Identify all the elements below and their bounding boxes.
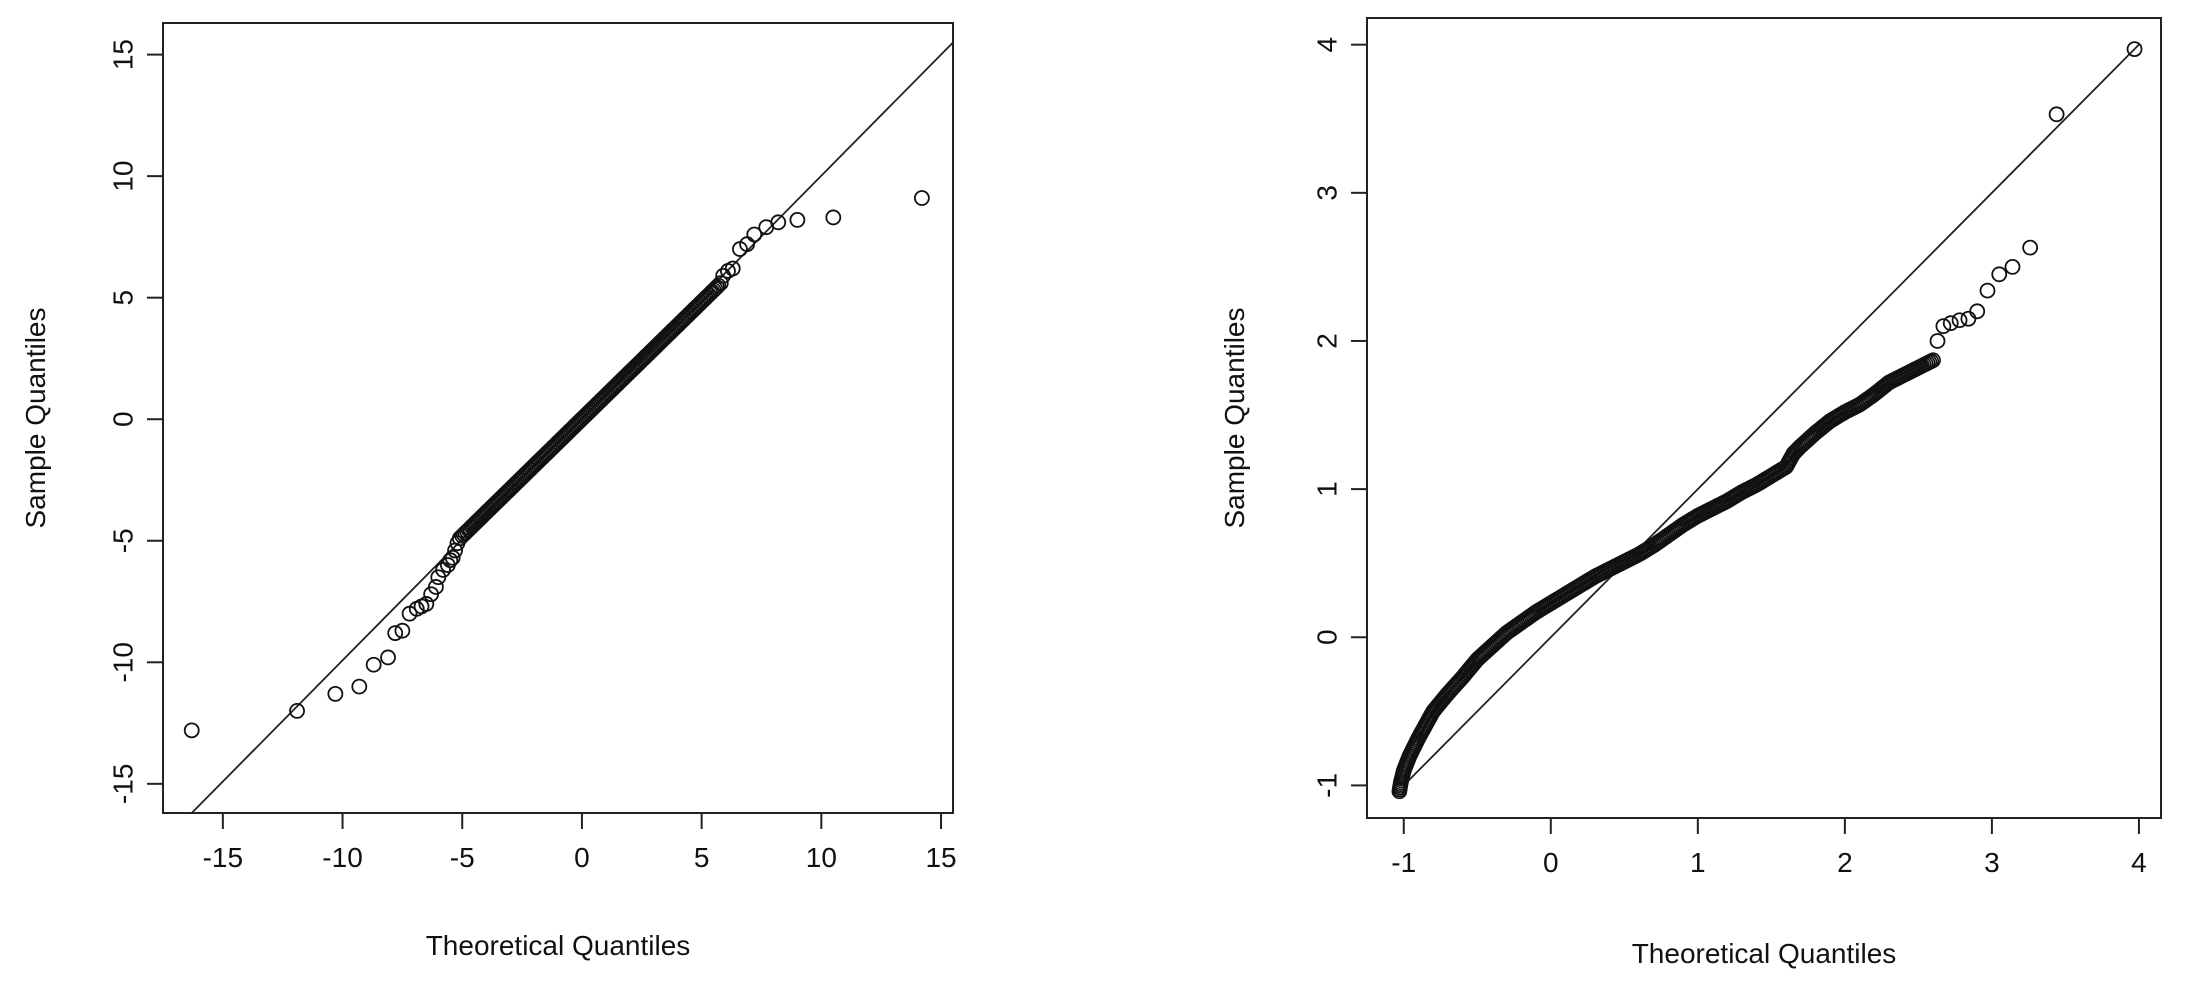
data-point bbox=[418, 596, 435, 612]
y-tick-label: 0 bbox=[108, 411, 139, 427]
left-y-ticks: -15 -10 -5 0 5 10 15 bbox=[108, 39, 163, 804]
y-tick-label: 2 bbox=[1312, 333, 1343, 349]
data-point bbox=[825, 209, 842, 226]
right-x-axis-label: Theoretical Quantiles bbox=[1632, 938, 1897, 969]
x-tick-label: 3 bbox=[1984, 847, 2000, 878]
y-tick-label: -1 bbox=[1312, 773, 1343, 798]
data-point bbox=[327, 685, 344, 702]
y-tick-label: 1 bbox=[1312, 481, 1343, 497]
data-point bbox=[380, 649, 396, 666]
y-tick-label: -10 bbox=[108, 642, 139, 682]
right-qq-plot: -1 0 1 2 3 4 -1 0 1 2 3 4 Theoretical Quantiles Sa… bbox=[1219, 17, 2162, 969]
x-tick-label: 0 bbox=[1543, 847, 1559, 878]
data-point bbox=[2126, 41, 2143, 58]
data-point bbox=[710, 277, 727, 294]
y-tick-label: 15 bbox=[108, 39, 139, 70]
data-point bbox=[789, 211, 806, 228]
left-plot-frame bbox=[162, 22, 954, 814]
y-tick-label: 10 bbox=[108, 161, 139, 192]
x-tick-label: 15 bbox=[925, 842, 956, 873]
data-point bbox=[712, 275, 729, 291]
x-tick-label: -5 bbox=[450, 842, 475, 873]
x-tick-label: 4 bbox=[2131, 847, 2147, 878]
data-point bbox=[1960, 310, 1977, 327]
data-point bbox=[1942, 315, 1959, 332]
right-data-points bbox=[1391, 41, 2143, 800]
data-point bbox=[724, 260, 741, 277]
y-tick-label: 4 bbox=[1312, 37, 1343, 53]
data-point bbox=[442, 552, 459, 569]
right-y-ticks: -1 0 1 2 3 4 bbox=[1312, 37, 1367, 798]
data-point bbox=[1979, 282, 1996, 299]
x-tick-label: 10 bbox=[806, 842, 837, 873]
left-qq-plot: -15 -10 -5 0 5 10 15 -15 -10 -5 0 5 10 15 Theoretica… bbox=[20, 22, 957, 961]
y-tick-label: 0 bbox=[1312, 629, 1343, 645]
left-y-axis-label: Sample Quantiles bbox=[20, 307, 51, 528]
data-point bbox=[394, 622, 411, 639]
y-tick-label: -5 bbox=[108, 528, 139, 553]
data-point bbox=[2004, 258, 2021, 275]
data-point bbox=[183, 722, 200, 739]
data-point bbox=[707, 280, 724, 297]
left-x-axis-label: Theoretical Quantiles bbox=[426, 930, 691, 961]
data-point bbox=[770, 214, 787, 231]
left-x-ticks: -15 -10 -5 0 5 10 15 bbox=[203, 813, 957, 873]
data-point bbox=[913, 190, 930, 206]
data-point bbox=[1969, 303, 1986, 320]
right-plot-frame bbox=[1366, 17, 2162, 819]
data-point bbox=[387, 625, 404, 642]
data-point bbox=[444, 549, 461, 566]
x-tick-label: 5 bbox=[694, 842, 710, 873]
y-tick-label: -15 bbox=[108, 764, 139, 804]
data-point bbox=[746, 226, 763, 243]
data-point bbox=[1951, 312, 1968, 329]
data-point bbox=[289, 703, 305, 719]
y-tick-label: 3 bbox=[1312, 185, 1343, 201]
right-reference-line bbox=[1403, 44, 2140, 787]
data-point bbox=[2048, 106, 2065, 123]
x-tick-label: 0 bbox=[574, 842, 590, 873]
x-tick-label: -15 bbox=[203, 842, 243, 873]
data-point bbox=[428, 579, 444, 595]
y-tick-label: 5 bbox=[108, 290, 139, 306]
x-tick-label: -10 bbox=[322, 842, 362, 873]
data-point bbox=[2022, 239, 2039, 256]
x-tick-label: 1 bbox=[1690, 847, 1706, 878]
right-y-axis-label: Sample Quantiles bbox=[1219, 307, 1250, 528]
data-point bbox=[451, 530, 468, 547]
data-point bbox=[1929, 333, 1946, 349]
right-x-ticks: -1 0 1 2 3 4 bbox=[1391, 818, 2147, 878]
data-point bbox=[1991, 266, 2008, 283]
data-point bbox=[351, 678, 368, 695]
x-tick-label: 2 bbox=[1837, 847, 1853, 878]
left-data-points bbox=[183, 190, 930, 739]
data-point bbox=[1925, 352, 1941, 369]
data-point bbox=[1935, 318, 1952, 335]
data-point bbox=[365, 656, 382, 673]
x-tick-label: -1 bbox=[1391, 847, 1416, 878]
